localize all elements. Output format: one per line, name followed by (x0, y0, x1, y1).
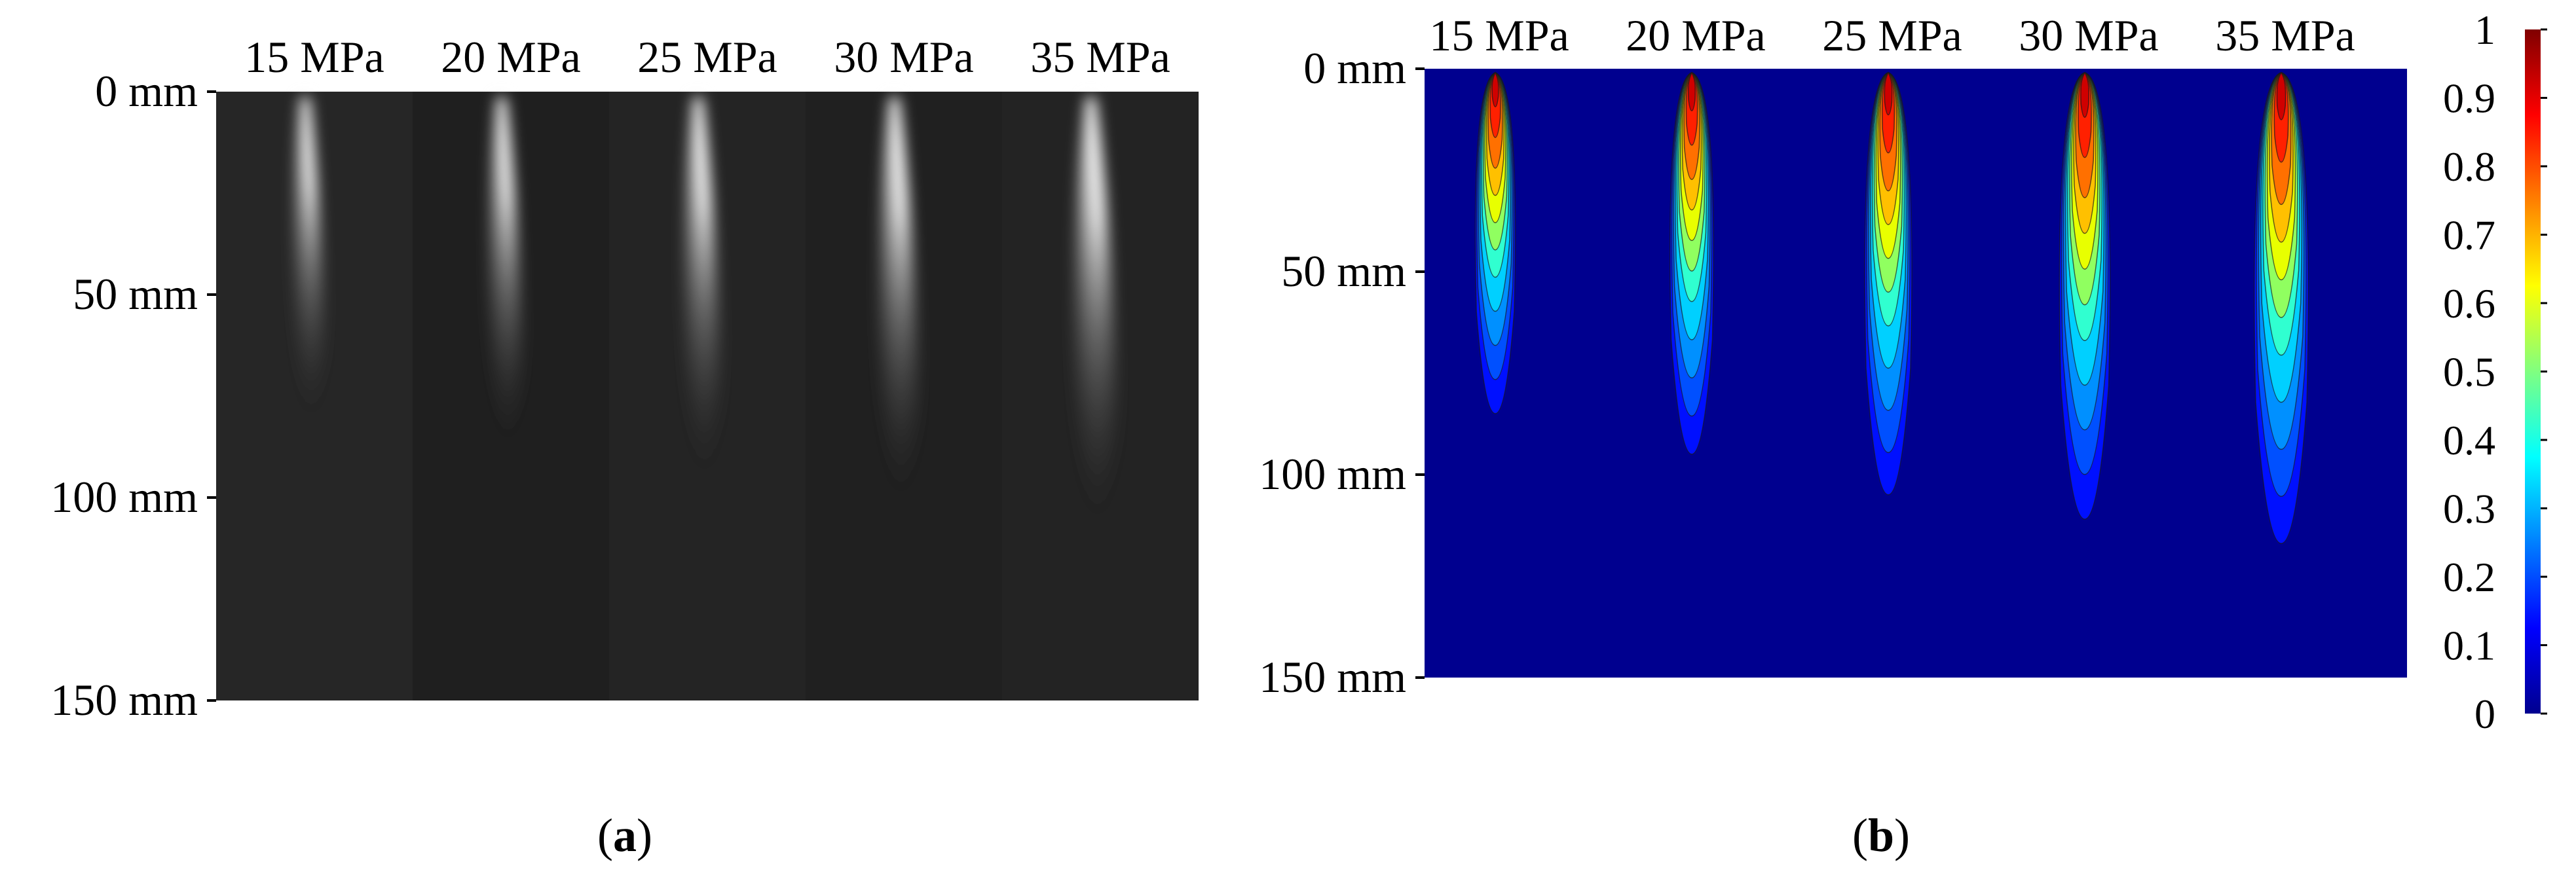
panel-b-spray-contour (2254, 71, 2309, 544)
panel-a-grayscale-image: 15 MPa 20 MPa 25 MPa 30 MPa 35 MPa 0 mm 50 mm… (50, 32, 1199, 862)
colorbar-tick-label: 0.7 (2443, 212, 2495, 259)
panel-b-y-tick-label: 50 mm (1281, 246, 1406, 296)
colorbar-tick-label: 0.5 (2443, 349, 2495, 395)
panel-b-contour-level (2276, 71, 2287, 120)
panel-b-spray-contour (1864, 71, 1913, 496)
panel-a-pressure-label: 20 MPa (441, 32, 580, 82)
panel-b-pressure-label: 25 MPa (1822, 10, 1962, 60)
panel-a-spray-plume (682, 97, 727, 503)
panel-b-y-tick-label: 100 mm (1259, 449, 1406, 499)
colorbar-tick-label: 0.8 (2443, 143, 2495, 190)
colorbar-tick-label: 0.2 (2443, 554, 2495, 600)
panel-a-y-tick-label: 50 mm (73, 269, 198, 319)
panel-b-caption: (b) (1852, 809, 1910, 862)
panel-a-spray-plume (876, 97, 925, 528)
panel-b-contour-map: 15 MPa 20 MPa 25 MPa 30 MPa 35 MPa 0 mm 50 mm… (1259, 10, 2407, 862)
panel-a-spray-plume (1072, 97, 1123, 552)
panel-a-y-axis: 0 mm 50 mm 100 mm 150 mm (50, 66, 216, 725)
panel-b-y-tick-label: 0 mm (1303, 43, 1406, 93)
panel-a-pressure-label: 25 MPa (637, 32, 777, 82)
panel-b-pressure-label: 20 MPa (1626, 10, 1765, 60)
panel-b-pressure-label: 30 MPa (2019, 10, 2158, 60)
panel-a-y-tick-label: 100 mm (50, 472, 198, 522)
panel-b-spray-contour (1670, 71, 1714, 455)
panel-a-pressure-label: 30 MPa (834, 32, 973, 82)
colorbar-ticks: 1 0.9 0.8 0.7 0.6 0.5 0.4 0.3 0.2 0.1 0 (2443, 7, 2547, 737)
panel-a-spray-plumes (292, 97, 1123, 552)
panel-a-y-tick-label: 0 mm (95, 66, 198, 116)
panel-b-spray-contour (1474, 71, 1516, 414)
panel-b-pressure-label: 35 MPa (2215, 10, 2355, 60)
panel-a-pressure-label: 35 MPa (1030, 32, 1170, 82)
panel-b-pressure-label: 15 MPa (1429, 10, 1569, 60)
panel-b-contour-plumes (1474, 71, 2309, 544)
panel-b-contour-level (1491, 71, 1499, 107)
panel-b-contour-level (1687, 71, 1696, 112)
panel-b-spray-contour (2059, 71, 2111, 520)
panel-b-y-tick-label: 150 mm (1259, 652, 1406, 702)
colorbar-tick-label: 0.3 (2443, 486, 2495, 532)
panel-b-contour-level (2080, 71, 2089, 118)
panel-a-spray-plume (292, 97, 331, 442)
panel-b-background (1425, 69, 2407, 678)
panel-a-pressure-label: 15 MPa (244, 32, 384, 82)
colorbar-tick-label: 1 (2474, 7, 2495, 53)
colorbar-tick-label: 0.1 (2443, 623, 2495, 669)
colorbar-tick-label: 0.9 (2443, 75, 2495, 122)
panel-b-contour-level (1884, 71, 1893, 116)
panel-b-pressure-labels: 15 MPa 20 MPa 25 MPa 30 MPa 35 MPa (1429, 10, 2355, 60)
colorbar-tick-label: 0.4 (2443, 417, 2495, 463)
panel-a-spray-plume (487, 97, 529, 471)
colorbar-tick-label: 0.6 (2443, 280, 2495, 327)
colorbar: 1 0.9 0.8 0.7 0.6 0.5 0.4 0.3 0.2 0.1 0 (2443, 7, 2547, 737)
panel-a-pressure-labels: 15 MPa 20 MPa 25 MPa 30 MPa 35 MPa (244, 32, 1170, 82)
panel-a-caption: (a) (597, 809, 652, 862)
colorbar-tick-label: 0 (2474, 691, 2495, 737)
panel-a-y-tick-label: 150 mm (50, 675, 198, 725)
colorbar-scale (2525, 29, 2541, 714)
panel-b-y-axis: 0 mm 50 mm 100 mm 150 mm (1259, 43, 1425, 702)
